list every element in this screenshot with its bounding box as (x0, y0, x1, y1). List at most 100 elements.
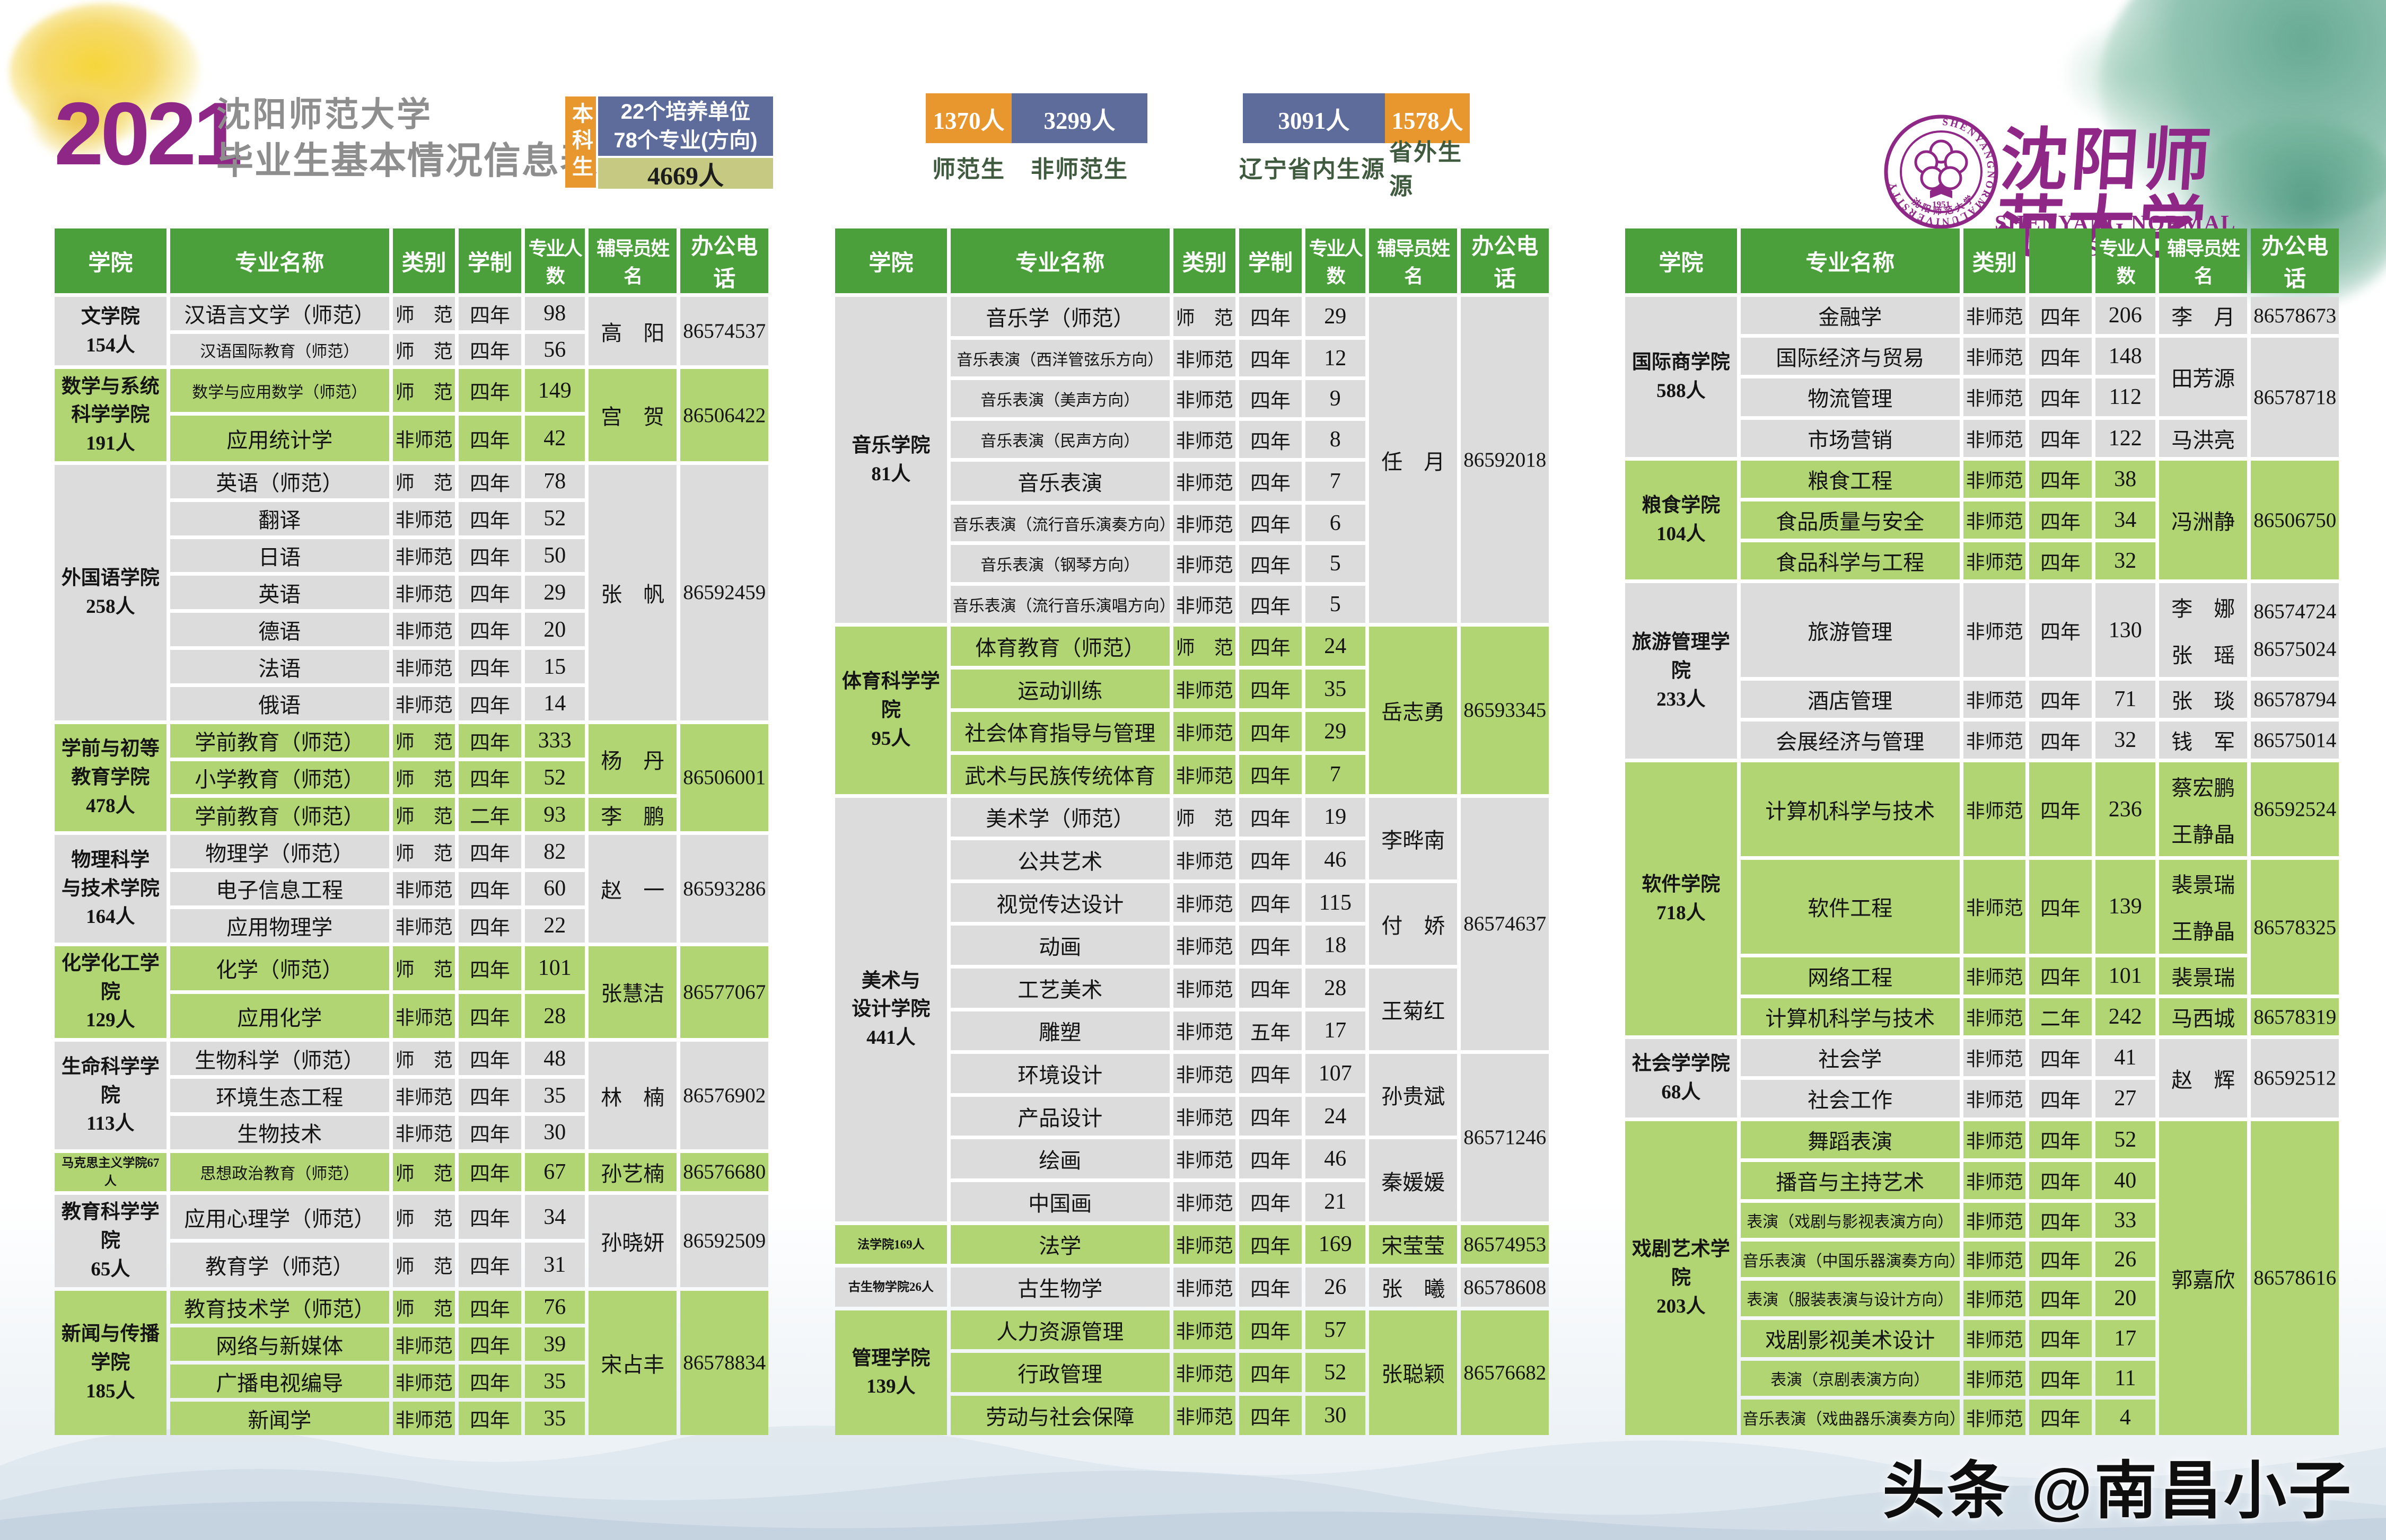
duration-cell: 四年 (2029, 957, 2092, 995)
category-cell: 非师范 (1963, 1281, 2026, 1316)
category-cell: 师 范 (392, 1243, 455, 1287)
college-cell: 社会学学院 68人 (1625, 1039, 1737, 1117)
count-cell: 82 (524, 835, 585, 868)
duration-cell: 四年 (1239, 1096, 1302, 1136)
major-cell: 产品设计 (950, 1096, 1170, 1136)
counselor-cell: 张 曦 (1369, 1268, 1458, 1307)
phone-cell: 86575014 (2251, 721, 2339, 759)
column-header: 专业名称 (170, 228, 389, 293)
column-header: 类别 (1963, 228, 2026, 293)
category-cell: 非师范 (392, 1115, 455, 1149)
major-cell: 戏剧影视美术设计 (1740, 1319, 1960, 1357)
category-cell: 非师范 (1173, 504, 1236, 542)
counselor-cell: 裴景瑞 王静晶 (2159, 860, 2248, 954)
category-cell: 师 范 (1173, 797, 1236, 837)
count-cell: 28 (1305, 968, 1365, 1008)
count-cell: 28 (524, 993, 585, 1039)
phone-cell: 86578673 (2251, 297, 2339, 335)
category-cell: 非师范 (1963, 957, 2026, 995)
counselor-cell: 郭嘉欣 (2159, 1121, 2248, 1435)
category-cell: 非师范 (1963, 460, 2026, 498)
college-cell: 法学院169人 (835, 1225, 947, 1264)
college-cell: 戏剧艺术学院 203人 (1625, 1121, 1737, 1435)
phone-cell: 86578616 (2251, 1121, 2339, 1435)
category-cell: 师 范 (392, 1194, 455, 1239)
counselor-cell: 秦媛媛 (1369, 1139, 1458, 1221)
column-header: 辅导员姓名 (1369, 228, 1458, 293)
duration-cell: 四年 (459, 872, 521, 905)
duration-cell: 四年 (1239, 627, 1302, 666)
duration-cell: 四年 (1239, 712, 1302, 751)
category-cell: 师 范 (392, 465, 455, 498)
duration-cell: 四年 (459, 613, 521, 647)
category-cell: 师 范 (392, 798, 455, 832)
major-cell: 市场营销 (1740, 419, 1960, 457)
major-cell: 日语 (170, 539, 389, 573)
count-cell: 35 (524, 1402, 585, 1435)
major-cell: 应用化学 (170, 993, 389, 1039)
college-cell: 古生物学院26人 (835, 1268, 947, 1307)
category-cell: 非师范 (1173, 421, 1236, 459)
count-cell: 122 (2095, 419, 2155, 457)
college-cell: 生命科学学院 113人 (55, 1042, 166, 1149)
university-name-text: 沈阳师范大学 (216, 95, 433, 134)
phone-cell: 86576902 (680, 1042, 768, 1149)
duration-cell: 四年 (459, 1042, 521, 1076)
count-cell: 27 (2095, 1080, 2155, 1117)
other-origin-label: 省外生源 (1389, 139, 1462, 199)
count-cell: 149 (524, 369, 585, 412)
phone-cell: 86571246 (1461, 1054, 1549, 1221)
count-cell: 101 (524, 946, 585, 990)
liaoning-origin-label: 辽宁省内生源 (1239, 156, 1385, 182)
category-cell: 非师范 (1963, 542, 2026, 580)
category-cell: 非师范 (392, 993, 455, 1039)
major-cell: 绘画 (950, 1139, 1170, 1179)
counselor-cell: 裴景瑞 (2159, 957, 2248, 995)
major-cell: 音乐表演（戏曲器乐演奏方向） (1740, 1400, 1966, 1435)
duration-cell: 四年 (1239, 545, 1302, 583)
counselor-cell: 王菊红 (1369, 968, 1458, 1051)
category-cell: 非师范 (392, 576, 455, 610)
category-cell: 非师范 (1173, 1096, 1236, 1136)
major-cell: 体育教育（师范） (950, 627, 1170, 666)
count-cell: 67 (524, 1152, 585, 1191)
column-header: 办公电话 (1461, 228, 1549, 293)
category-cell: 非师范 (392, 501, 455, 535)
major-cell: 会展经济与管理 (1740, 721, 1960, 759)
count-cell: 50 (524, 539, 585, 573)
count-cell: 33 (2095, 1202, 2155, 1238)
poster-subtitle-text: 毕业生基本情况信息表 (216, 139, 598, 181)
duration-cell: 四年 (459, 1365, 521, 1398)
duration-cell: 四年 (459, 835, 521, 868)
major-cell: 俄语 (170, 687, 389, 720)
count-cell: 41 (2095, 1039, 2155, 1077)
category-cell: 非师范 (1173, 1139, 1236, 1179)
category-cell: 师 范 (392, 369, 455, 412)
undergraduate-tab: 本科生 (565, 96, 596, 188)
duration-cell: 四年 (1239, 1396, 1302, 1435)
counselor-cell: 宋占丰 (588, 1290, 677, 1435)
category-cell: 非师范 (1173, 1268, 1236, 1307)
phone-cell: 86592524 (2251, 762, 2339, 857)
college-cell: 管理学院 139人 (835, 1310, 947, 1435)
major-cell: 小学教育（师范） (170, 761, 389, 795)
count-cell: 30 (1305, 1396, 1365, 1435)
major-cell: 表演（服装表演与设计方向） (1740, 1281, 1960, 1316)
category-cell: 非师范 (392, 687, 455, 720)
duration-cell: 四年 (2029, 1400, 2092, 1435)
counselor-cell: 任 月 (1369, 297, 1458, 623)
count-cell: 15 (524, 650, 585, 683)
major-cell: 计算机科学与技术 (1740, 998, 1960, 1036)
category-cell: 非师范 (392, 872, 455, 905)
duration-cell: 四年 (1239, 926, 1302, 965)
major-cell: 播音与主持艺术 (1740, 1161, 1960, 1199)
major-cell: 英语 (170, 576, 389, 610)
duration-cell: 四年 (1239, 1054, 1302, 1093)
duration-cell: 四年 (459, 724, 521, 758)
major-cell: 生物科学（师范） (170, 1042, 389, 1076)
college-cell: 音乐学院 81人 (835, 297, 947, 623)
other-origin-value: 1578人 (1385, 93, 1470, 143)
count-cell: 34 (2095, 501, 2155, 539)
major-cell: 舞蹈表演 (1740, 1121, 1960, 1158)
